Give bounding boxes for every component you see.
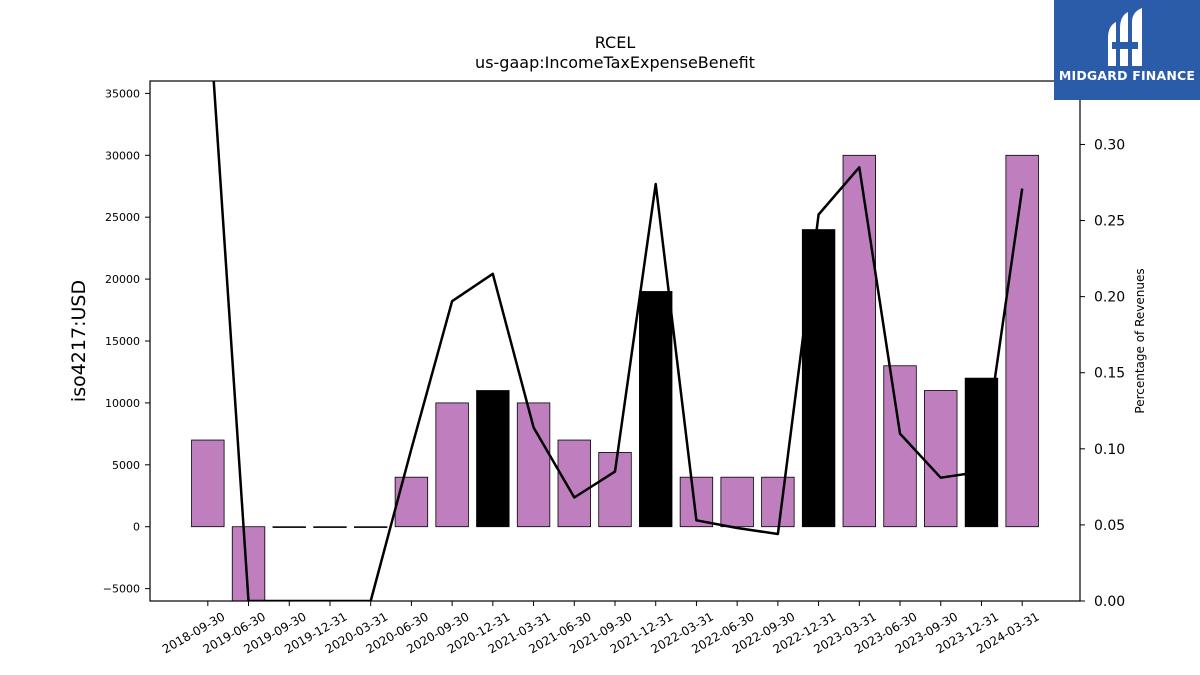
bar bbox=[639, 291, 673, 528]
logo-mark-icon bbox=[1108, 8, 1142, 66]
y2-tick-label: 0.10 bbox=[1094, 442, 1125, 458]
bar bbox=[720, 476, 754, 528]
midgard-finance-logo: MIDGARD FINANCE bbox=[1054, 0, 1200, 100]
y2-tick-label: 0.25 bbox=[1094, 214, 1125, 230]
y2-tick-label: 0.05 bbox=[1094, 518, 1125, 534]
y2-axis-label: Percentage of Revenues bbox=[1133, 268, 1147, 413]
y2-tick-label: 0.30 bbox=[1094, 137, 1125, 153]
bar bbox=[476, 390, 510, 528]
bar bbox=[435, 402, 469, 528]
y-tick-label: 15000 bbox=[105, 335, 140, 348]
y-tick-label: 5000 bbox=[112, 459, 140, 472]
bar bbox=[557, 439, 591, 528]
y-tick-label: 10000 bbox=[105, 397, 140, 410]
bar bbox=[516, 402, 551, 528]
logo-text: MIDGARD FINANCE bbox=[1058, 68, 1196, 83]
y-tick-label: −5000 bbox=[103, 583, 140, 596]
bar bbox=[1005, 154, 1039, 528]
y-tick-label: 0 bbox=[133, 521, 140, 534]
bar bbox=[354, 526, 388, 528]
y-tick-label: 20000 bbox=[105, 273, 140, 286]
y-tick-label: 30000 bbox=[105, 149, 140, 162]
chart-title: RCEL bbox=[595, 33, 636, 52]
bar bbox=[924, 390, 958, 528]
bar bbox=[842, 154, 876, 528]
percentage-of-revenues-line bbox=[212, 81, 1024, 601]
y2-tick-label: 0.15 bbox=[1094, 366, 1125, 382]
bar bbox=[761, 476, 795, 528]
y2-tick-label: 0.20 bbox=[1094, 290, 1125, 306]
y-tick-label: 25000 bbox=[105, 211, 140, 224]
bar bbox=[313, 526, 347, 528]
chart-subtitle: us-gaap:IncomeTaxExpenseBenefit bbox=[475, 53, 755, 72]
bar bbox=[191, 439, 225, 528]
y-axis-label: iso4217:USD bbox=[68, 280, 90, 402]
y2-tick-label: 0.00 bbox=[1094, 594, 1125, 610]
bar bbox=[394, 476, 429, 528]
bar bbox=[801, 229, 836, 528]
bar bbox=[272, 526, 306, 528]
y-tick-label: 35000 bbox=[105, 87, 140, 100]
